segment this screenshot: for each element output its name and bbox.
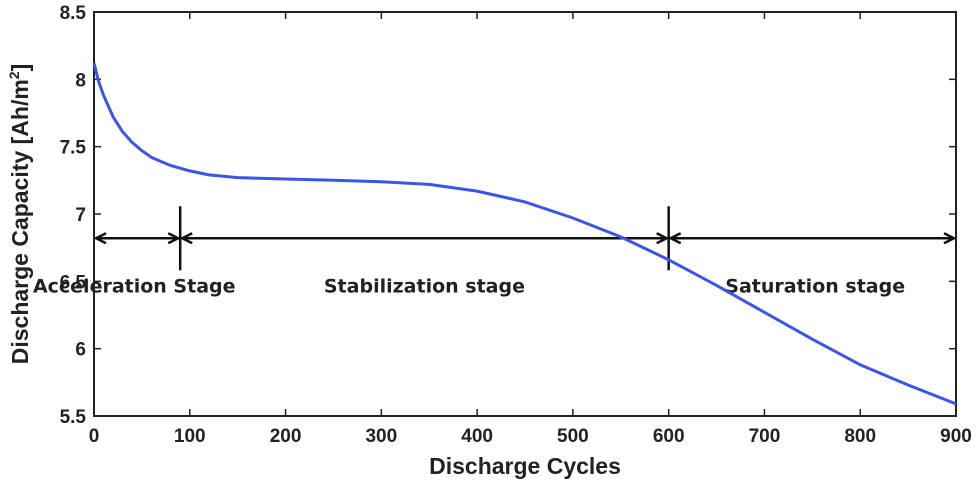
x-tick-label: 100 — [174, 426, 206, 447]
y-tick-label: 6 — [75, 340, 86, 361]
stage-annotations: Acceleration Stage Stabilization stage Sat… — [33, 206, 954, 297]
x-tick-label: 200 — [270, 426, 302, 447]
plot-area — [93, 11, 957, 417]
x-axis-label: Discharge Cycles — [429, 453, 621, 479]
capacity-line — [92, 62, 957, 406]
y-tick-label: 7.5 — [60, 138, 87, 159]
y-tick-label: 8 — [75, 70, 86, 91]
x-tick-label: 0 — [89, 426, 100, 447]
y-tick-label: 6.5 — [60, 272, 87, 293]
y-axis-label: Discharge Capacity [Ah/m2] — [6, 64, 33, 365]
stage-label: Saturation stage — [725, 275, 905, 297]
y-tick-label: 5.5 — [60, 407, 87, 428]
stage-label: Acceleration Stage — [33, 275, 236, 297]
y-tick-label: 7 — [75, 205, 86, 226]
x-tick-label: 900 — [940, 426, 972, 447]
stage-label: Stabilization stage — [324, 275, 525, 297]
x-tick-label: 400 — [461, 426, 493, 447]
x-tick-label: 700 — [749, 426, 781, 447]
x-tick-label: 800 — [844, 426, 876, 447]
x-tick-label: 600 — [653, 426, 685, 447]
x-tick-label: 500 — [557, 426, 589, 447]
axis-ticks: 0 100 200 300 400 500 600 700 800 900 5.5 6 6.5 7 7.5 8… — [60, 3, 972, 447]
y-tick-label: 8.5 — [60, 3, 87, 24]
x-tick-label: 300 — [365, 426, 397, 447]
